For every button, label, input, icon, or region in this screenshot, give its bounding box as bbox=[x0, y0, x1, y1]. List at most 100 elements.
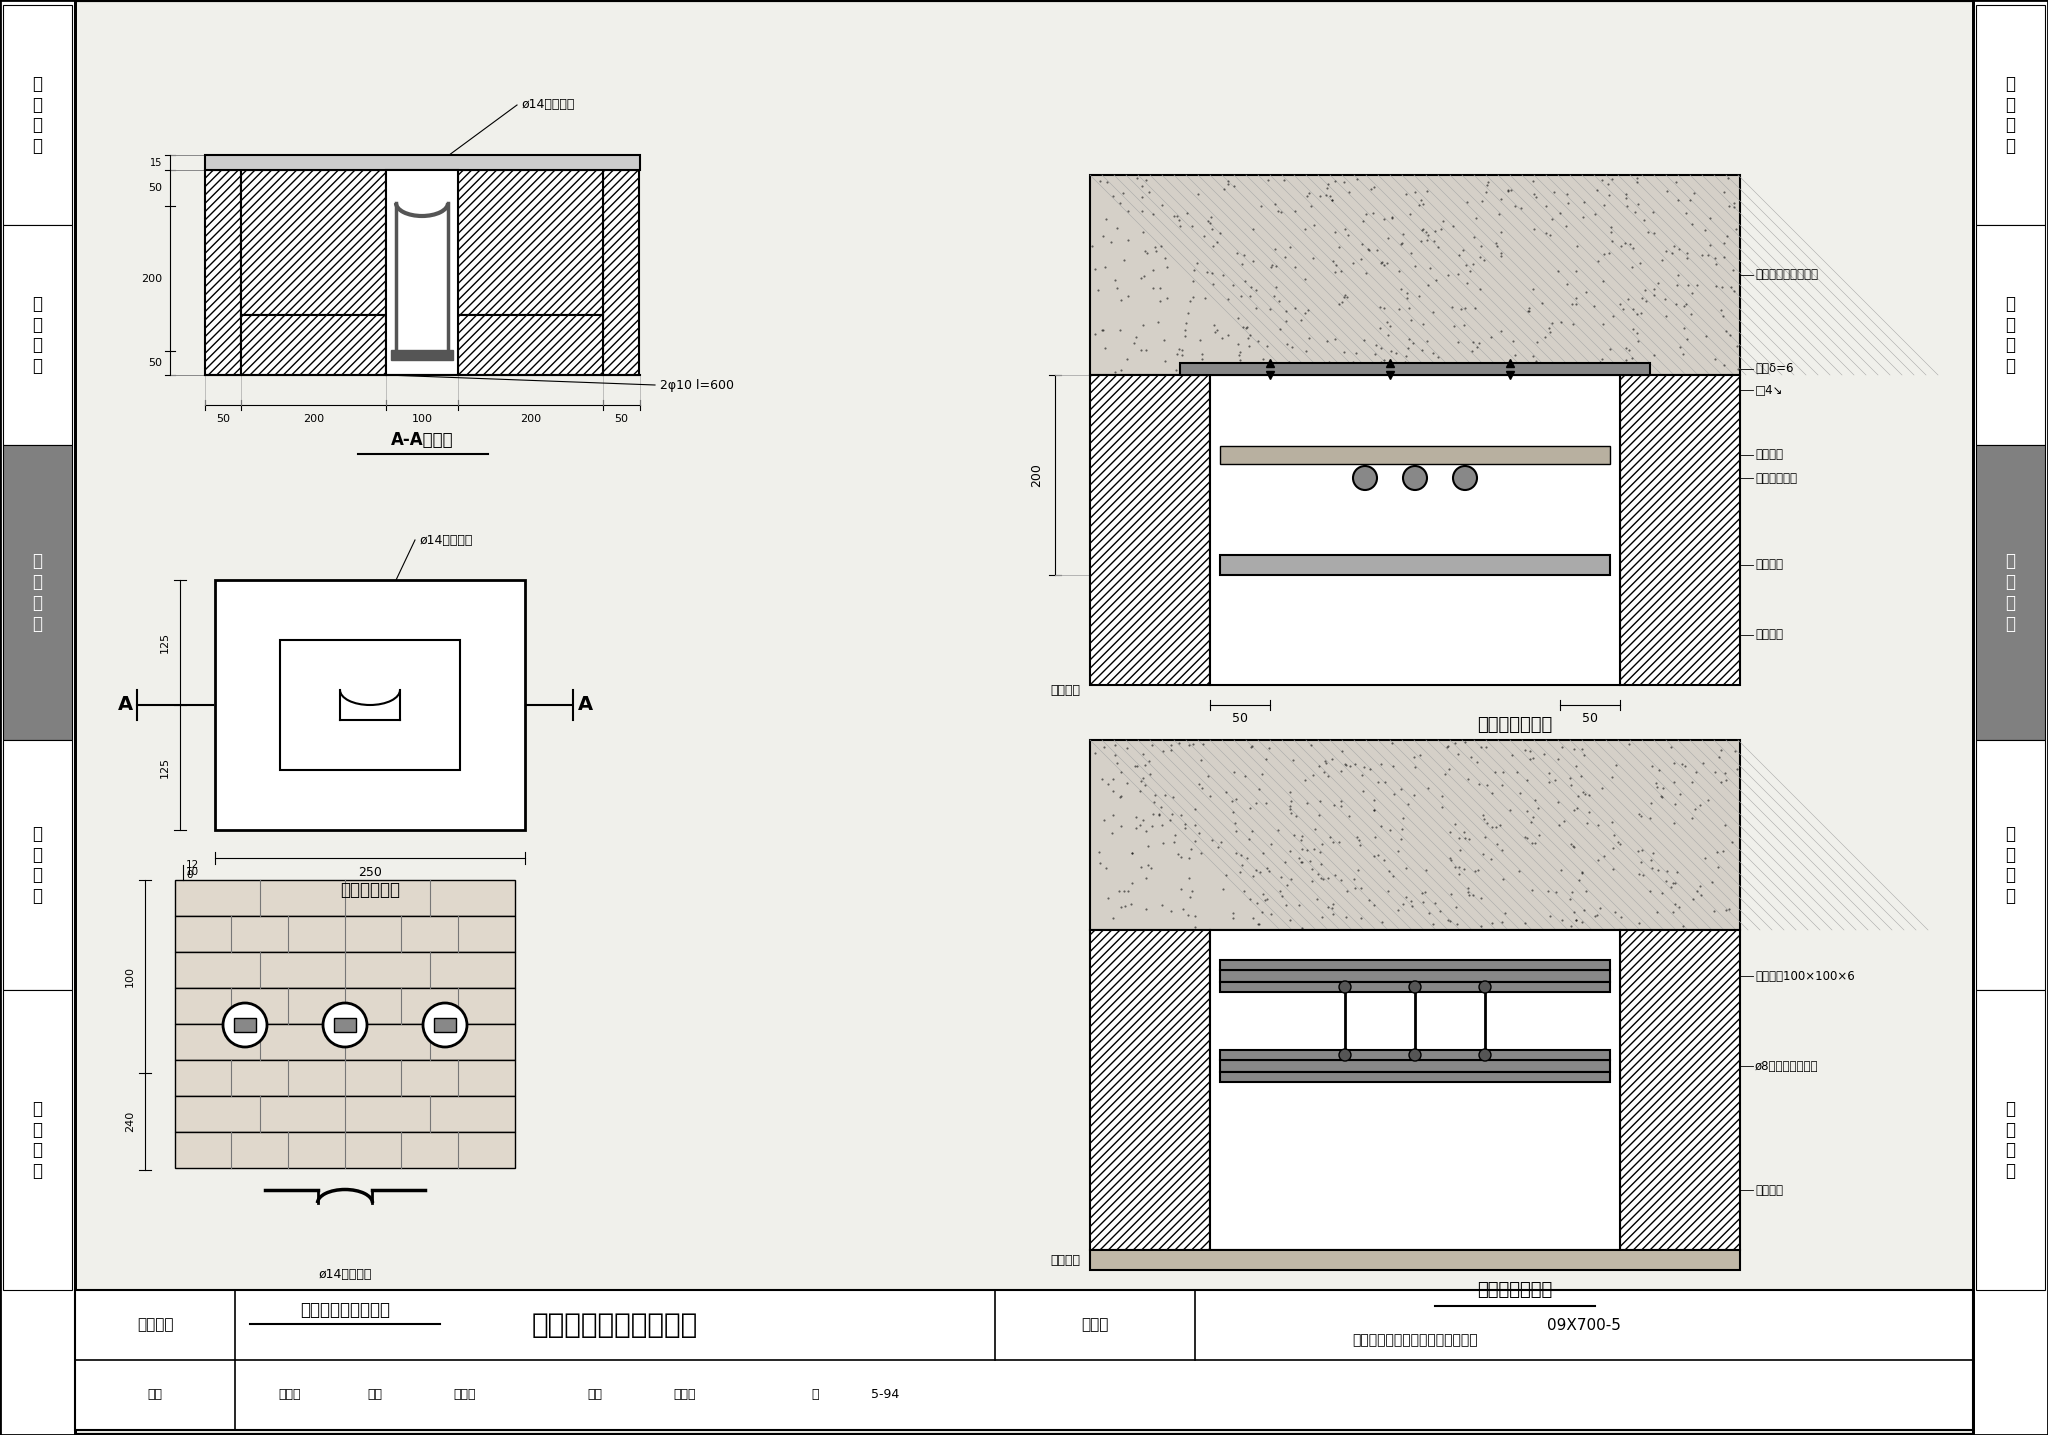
Text: 09X700-5: 09X700-5 bbox=[1546, 1317, 1620, 1333]
Circle shape bbox=[1339, 982, 1352, 993]
Text: 200: 200 bbox=[520, 415, 541, 423]
Bar bbox=[174, 1025, 514, 1060]
Text: 校对: 校对 bbox=[367, 1389, 383, 1402]
Bar bbox=[1221, 960, 1610, 970]
Bar bbox=[0, 0, 76, 1435]
Circle shape bbox=[424, 1003, 467, 1048]
Text: 供
电
电
源: 供 电 电 源 bbox=[33, 294, 43, 375]
Text: ø14镀锌圆钢: ø14镀锌圆钢 bbox=[522, 99, 575, 112]
Bar bbox=[2, 990, 72, 1290]
Bar bbox=[1221, 1060, 1610, 1072]
Bar bbox=[1221, 446, 1610, 464]
Text: 缆
线
敷
设: 缆 线 敷 设 bbox=[33, 552, 43, 633]
Bar bbox=[459, 316, 602, 375]
Bar bbox=[1090, 930, 1210, 1250]
Circle shape bbox=[223, 1003, 266, 1048]
Text: 拉力环在砖墙上安装: 拉力环在砖墙上安装 bbox=[299, 1302, 389, 1319]
Bar bbox=[334, 1017, 356, 1032]
Text: 设
备
安
装: 设 备 安 装 bbox=[33, 825, 43, 905]
Bar bbox=[602, 169, 639, 375]
Text: 0: 0 bbox=[186, 870, 193, 880]
Text: 200: 200 bbox=[1030, 464, 1042, 486]
Text: A: A bbox=[117, 696, 133, 715]
Bar bbox=[2, 445, 72, 740]
Text: 图集号: 图集号 bbox=[1081, 1317, 1108, 1333]
Text: 审核: 审核 bbox=[147, 1389, 162, 1402]
Bar bbox=[1090, 1250, 1741, 1270]
Circle shape bbox=[1409, 1049, 1421, 1060]
Bar bbox=[2, 225, 72, 445]
Text: 5-94: 5-94 bbox=[870, 1389, 899, 1402]
Text: 防
雷
接
地: 防 雷 接 地 bbox=[33, 1099, 43, 1180]
Text: 缆
线
敷
设: 缆 线 敷 设 bbox=[2005, 552, 2015, 633]
Text: ø14镀锌圆钢: ø14镀锌圆钢 bbox=[317, 1269, 371, 1281]
Text: 混凝土砂浆加防水剂: 混凝土砂浆加防水剂 bbox=[1755, 268, 1819, 281]
Text: 预埋钢管安装图: 预埋钢管安装图 bbox=[1477, 716, 1552, 733]
Bar bbox=[174, 1060, 514, 1096]
Bar bbox=[205, 169, 242, 375]
Text: ø8圆钢与钢板焊接: ø8圆钢与钢板焊接 bbox=[1755, 1059, 1819, 1072]
Circle shape bbox=[1452, 466, 1477, 489]
Text: 10: 10 bbox=[186, 867, 199, 877]
Text: 50: 50 bbox=[215, 415, 229, 423]
Bar bbox=[1620, 930, 1741, 1250]
Text: 电缆排管: 电缆排管 bbox=[1051, 1254, 1079, 1267]
Bar bbox=[205, 155, 639, 169]
Bar bbox=[1221, 1072, 1610, 1082]
Bar bbox=[1221, 1050, 1610, 1060]
Text: A-A剖面图: A-A剖面图 bbox=[391, 430, 455, 449]
Bar bbox=[174, 1096, 514, 1132]
Text: 封堵材料: 封堵材料 bbox=[1755, 449, 1784, 462]
Bar bbox=[1090, 375, 1210, 684]
Bar bbox=[1976, 225, 2046, 445]
Bar bbox=[1976, 990, 2046, 1290]
Circle shape bbox=[1354, 466, 1376, 489]
Text: 50: 50 bbox=[1581, 713, 1597, 726]
Text: 15: 15 bbox=[150, 158, 162, 168]
Text: 100: 100 bbox=[125, 966, 135, 987]
Text: 页: 页 bbox=[811, 1389, 819, 1402]
Text: 钢板δ=6: 钢板δ=6 bbox=[1755, 363, 1794, 376]
Text: 240: 240 bbox=[125, 1111, 135, 1132]
Bar bbox=[1180, 363, 1651, 375]
Circle shape bbox=[1339, 1049, 1352, 1060]
Bar bbox=[385, 169, 459, 375]
Bar bbox=[76, 1290, 1972, 1431]
Text: 王庆海: 王庆海 bbox=[674, 1389, 696, 1402]
Bar bbox=[215, 580, 524, 829]
Text: 50: 50 bbox=[614, 415, 629, 423]
Text: 缆线敷设: 缆线敷设 bbox=[137, 1317, 174, 1333]
Bar bbox=[1976, 740, 2046, 990]
Bar bbox=[1976, 445, 2046, 740]
Text: 电缆或接地线: 电缆或接地线 bbox=[1755, 472, 1796, 485]
Bar bbox=[174, 880, 514, 916]
Circle shape bbox=[1403, 466, 1427, 489]
Text: 100: 100 bbox=[412, 415, 432, 423]
Bar bbox=[434, 1017, 457, 1032]
Text: 50: 50 bbox=[1233, 713, 1247, 726]
Text: 供
电
电
源: 供 电 电 源 bbox=[2005, 294, 2015, 375]
Text: 设计: 设计 bbox=[588, 1389, 602, 1402]
Text: 机
房
工
程: 机 房 工 程 bbox=[2005, 75, 2015, 155]
Bar bbox=[1210, 375, 1620, 684]
Bar bbox=[174, 951, 514, 989]
Bar bbox=[2, 740, 72, 990]
Text: 金福青: 金福青 bbox=[455, 1389, 477, 1402]
Text: 电缆井内: 电缆井内 bbox=[1755, 1184, 1784, 1197]
Text: 125: 125 bbox=[160, 631, 170, 653]
Bar bbox=[1620, 375, 1741, 684]
Bar bbox=[1090, 175, 1741, 375]
Bar bbox=[459, 169, 602, 316]
Text: 张超群: 张超群 bbox=[279, 1389, 301, 1402]
Circle shape bbox=[1409, 982, 1421, 993]
Text: 设
备
安
装: 设 备 安 装 bbox=[2005, 825, 2015, 905]
Text: 预埋钢管: 预埋钢管 bbox=[1755, 558, 1784, 571]
Text: 人（手）孔预埋件做法: 人（手）孔预埋件做法 bbox=[532, 1312, 698, 1339]
Text: 预埋钢板安装图: 预埋钢板安装图 bbox=[1477, 1281, 1552, 1299]
Bar bbox=[233, 1017, 256, 1032]
Text: 125: 125 bbox=[160, 756, 170, 778]
Bar bbox=[281, 640, 461, 771]
Text: 200: 200 bbox=[303, 415, 324, 423]
Text: 拉力环立面图: 拉力环立面图 bbox=[340, 881, 399, 898]
Text: 注：预埋钢管的管径由设计确定。: 注：预埋钢管的管径由设计确定。 bbox=[1352, 1333, 1479, 1347]
